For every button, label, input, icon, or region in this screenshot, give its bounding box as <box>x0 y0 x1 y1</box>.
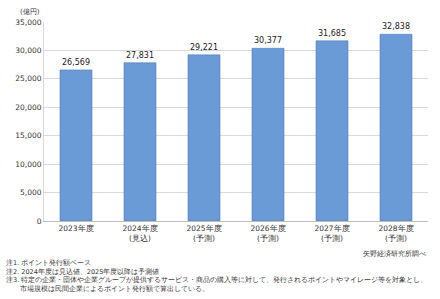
svg-text:市場規模は民間企業によるポイント発行額で算出している。: 市場規模は民間企業によるポイント発行額で算出している。 <box>20 285 209 293</box>
svg-text:26,569: 26,569 <box>62 58 90 67</box>
svg-text:矢野経済研究所調べ: 矢野経済研究所調べ <box>363 250 426 258</box>
svg-text:注1. ポイント発行額ベース: 注1. ポイント発行額ベース <box>6 259 91 267</box>
svg-text:27,831: 27,831 <box>126 51 154 60</box>
svg-text:注2. 2024年度は見込値、2025年度以降は予測値: 注2. 2024年度は見込値、2025年度以降は予測値 <box>6 268 159 276</box>
svg-text:32,838: 32,838 <box>382 22 410 31</box>
svg-text:10,000: 10,000 <box>15 160 41 169</box>
svg-text:5,000: 5,000 <box>20 188 42 197</box>
svg-text:29,221: 29,221 <box>190 43 218 52</box>
svg-text:2023年度: 2023年度 <box>58 224 93 233</box>
svg-text:2028年度(予測): 2028年度(予測) <box>378 224 413 243</box>
svg-text:注3. 特定の企業・団体や企業グループが提供するサービス・商: 注3. 特定の企業・団体や企業グループが提供するサービス・商品の購入等に対して、… <box>6 276 427 284</box>
svg-text:20,000: 20,000 <box>15 103 41 112</box>
svg-text:35,000: 35,000 <box>15 18 41 27</box>
svg-text:15,000: 15,000 <box>15 131 41 140</box>
svg-text:2027年度(予測): 2027年度(予測) <box>314 224 349 243</box>
svg-text:30,377: 30,377 <box>254 36 282 45</box>
svg-text:(億円): (億円) <box>20 8 40 16</box>
svg-text:25,000: 25,000 <box>15 74 41 83</box>
svg-text:0: 0 <box>37 217 42 226</box>
svg-text:31,685: 31,685 <box>318 29 346 38</box>
svg-text:2025年度(予測): 2025年度(予測) <box>186 224 221 243</box>
svg-text:30,000: 30,000 <box>15 46 41 55</box>
svg-text:2026年度(予測): 2026年度(予測) <box>250 224 285 243</box>
svg-text:2024年度(見込): 2024年度(見込) <box>122 224 157 243</box>
